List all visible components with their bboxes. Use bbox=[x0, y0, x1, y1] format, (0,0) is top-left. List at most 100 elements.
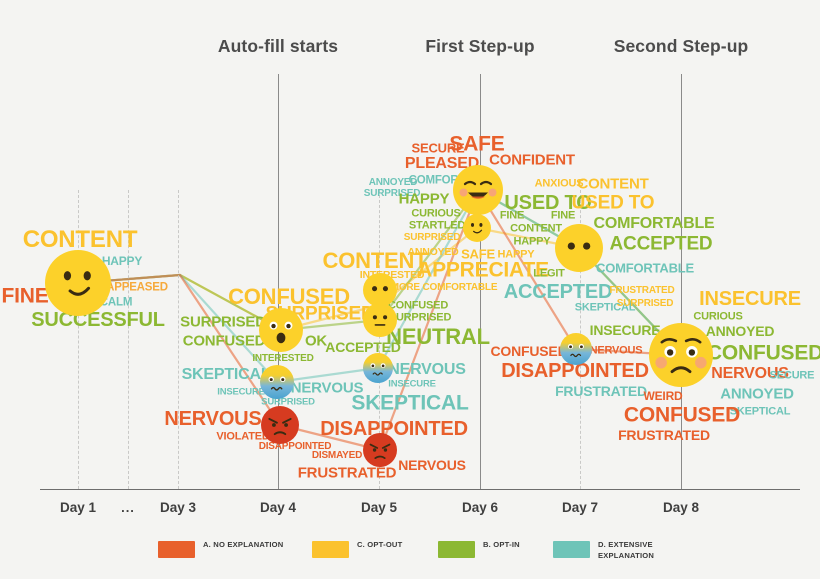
legend-label: A. NO EXPLANATION bbox=[203, 540, 284, 549]
cloud-word: ACCEPTED bbox=[609, 233, 713, 255]
cloud-word: DISAPPOINTED bbox=[258, 441, 332, 452]
cloud-word: CONFUSED bbox=[706, 341, 820, 365]
cloud-word: HAPPY bbox=[513, 235, 551, 248]
emoji-day6-grin bbox=[453, 165, 503, 215]
cloud-word: VIOLATED bbox=[216, 430, 270, 443]
legend-item-1[interactable]: C. OPT-OUT bbox=[312, 540, 402, 558]
cloud-word: ACCEPTED bbox=[503, 281, 613, 303]
day-label-6: Day 7 bbox=[561, 500, 599, 515]
legend-item-2[interactable]: B. OPT-IN bbox=[438, 540, 520, 558]
gridline-day2 bbox=[128, 190, 129, 489]
legend: A. NO EXPLANATION C. OPT-OUT B. OPT-IN D. E… bbox=[0, 540, 820, 579]
day-label-1: ... bbox=[121, 500, 135, 515]
day-label-7: Day 8 bbox=[662, 500, 700, 515]
cloud-word: COMFORTABLE bbox=[593, 215, 715, 232]
emoji-day6-small-smile bbox=[463, 214, 491, 242]
emoji-day4-shocked bbox=[259, 308, 303, 352]
cloud-word: SURPRISED bbox=[261, 396, 315, 408]
emoji-day8-sad bbox=[649, 323, 713, 387]
gridline-day5 bbox=[379, 190, 380, 489]
cloud-word: SECURE bbox=[411, 140, 465, 156]
cloud-word: FRUSTRATED bbox=[609, 285, 675, 296]
emoji-day5-angry bbox=[363, 433, 397, 467]
cloud-word: ACCEPTED bbox=[325, 339, 401, 355]
cloud-word: INSECURE bbox=[699, 288, 801, 310]
cloud-word: CONTENT bbox=[322, 248, 428, 273]
legend-item-0[interactable]: A. NO EXPLANATION bbox=[158, 540, 283, 558]
milestone-label-autofill: Auto-fill starts bbox=[217, 36, 339, 56]
cloud-word: INTERESTED bbox=[359, 268, 425, 281]
cloud-word: FINE bbox=[550, 209, 576, 222]
day-label-3: Day 4 bbox=[259, 500, 297, 515]
milestone-label-first-stepup: First Step-up bbox=[425, 36, 535, 56]
cloud-word: NEUTRAL bbox=[386, 324, 490, 349]
milestone-line-first-stepup bbox=[480, 74, 481, 489]
cloud-word: CONFUSED bbox=[490, 343, 568, 359]
legend-label: B. OPT-IN bbox=[483, 540, 520, 549]
cloud-word: SECURE bbox=[769, 369, 815, 382]
emoji-day4-angry bbox=[261, 406, 299, 444]
cloud-word: OK bbox=[304, 332, 328, 350]
cloud-word: CALM bbox=[99, 296, 133, 309]
cloud-word: STARTLED bbox=[408, 219, 466, 232]
cloud-word: SKEPTICAL bbox=[574, 301, 636, 314]
legend-label: D. EXTENSIVE EXPLANATION bbox=[598, 540, 655, 560]
emoji-day5-neutral bbox=[363, 303, 397, 337]
legend-item-3[interactable]: D. EXTENSIVE EXPLANATION bbox=[553, 540, 654, 561]
cloud-word: SURPRISED bbox=[180, 313, 266, 331]
legend-swatch bbox=[312, 541, 349, 558]
cloud-word: USED TO bbox=[504, 192, 592, 214]
x-axis bbox=[40, 489, 800, 490]
cloud-word: CONFUSED bbox=[228, 284, 350, 309]
cloud-word: ANNOYED bbox=[720, 385, 794, 403]
cloud-word: ANNOYED bbox=[705, 323, 775, 339]
cloud-word: SUCCESSFUL bbox=[31, 309, 165, 331]
emoji-day4-worried bbox=[260, 365, 294, 399]
cloud-word: SKEPTICAL bbox=[181, 366, 271, 383]
cloud-word: FINE bbox=[1, 284, 49, 308]
cloud-word: COMFORT bbox=[408, 174, 466, 187]
cloud-word: WEIRD bbox=[643, 389, 683, 403]
cloud-word: INSECURE bbox=[589, 322, 661, 338]
cloud-word: NERVOUS bbox=[398, 457, 466, 473]
cloud-word: CONFIDENT bbox=[489, 151, 575, 169]
cloud-word: CONTENT bbox=[577, 175, 649, 193]
cloud-word: SURPRISED bbox=[616, 298, 674, 309]
milestone-line-autofill bbox=[278, 74, 279, 489]
cloud-word: DISAPPOINTED bbox=[501, 360, 649, 382]
cloud-word: ANXIOUS bbox=[534, 177, 584, 190]
cloud-word: SURPRISED bbox=[403, 232, 461, 243]
cloud-word: HAPPY bbox=[398, 190, 450, 208]
cloud-word: INSECURE bbox=[217, 386, 265, 398]
cloud-word: HAPPY bbox=[497, 248, 535, 261]
cloud-word: FRUSTRATED bbox=[618, 427, 710, 443]
cloud-word: SAFE bbox=[461, 246, 495, 262]
emoji-day5-worried bbox=[363, 353, 393, 383]
cloud-word: ANNOYED bbox=[407, 245, 459, 258]
emoji-day7-dots bbox=[555, 224, 603, 272]
cloud-word: DISAPPOINTED bbox=[320, 418, 468, 440]
cloud-word: PLEASED bbox=[404, 155, 480, 172]
legend-swatch bbox=[438, 541, 475, 558]
day-label-2: Day 3 bbox=[159, 500, 197, 515]
legend-label: C. OPT-OUT bbox=[357, 540, 403, 549]
legend-swatch bbox=[553, 541, 590, 558]
emoji-day3-smile bbox=[45, 250, 111, 316]
cloud-word: CURIOUS bbox=[411, 207, 461, 220]
cloud-word: COMFORTABLE bbox=[596, 260, 694, 276]
day-label-0: Day 1 bbox=[59, 500, 97, 515]
cloud-word: SURPRISED bbox=[388, 311, 452, 324]
day-label-4: Day 5 bbox=[360, 500, 398, 515]
cloud-word: CONFUSED bbox=[387, 299, 449, 312]
cloud-word: CONTENT bbox=[510, 222, 562, 235]
cloud-word: FINE bbox=[499, 209, 525, 222]
cloud-word: SAFE bbox=[449, 132, 505, 156]
cloud-word: APPEASED bbox=[106, 281, 168, 294]
cloud-word: SURPRISED bbox=[363, 188, 421, 199]
cloud-word: FRUSTRATED bbox=[297, 464, 397, 482]
cloud-word: ANNOYED bbox=[368, 177, 418, 188]
cloud-word: NERVOUS bbox=[164, 408, 262, 430]
cloud-word: FRUSTRATED bbox=[555, 383, 647, 399]
cloud-word: HAPPY bbox=[101, 254, 143, 268]
